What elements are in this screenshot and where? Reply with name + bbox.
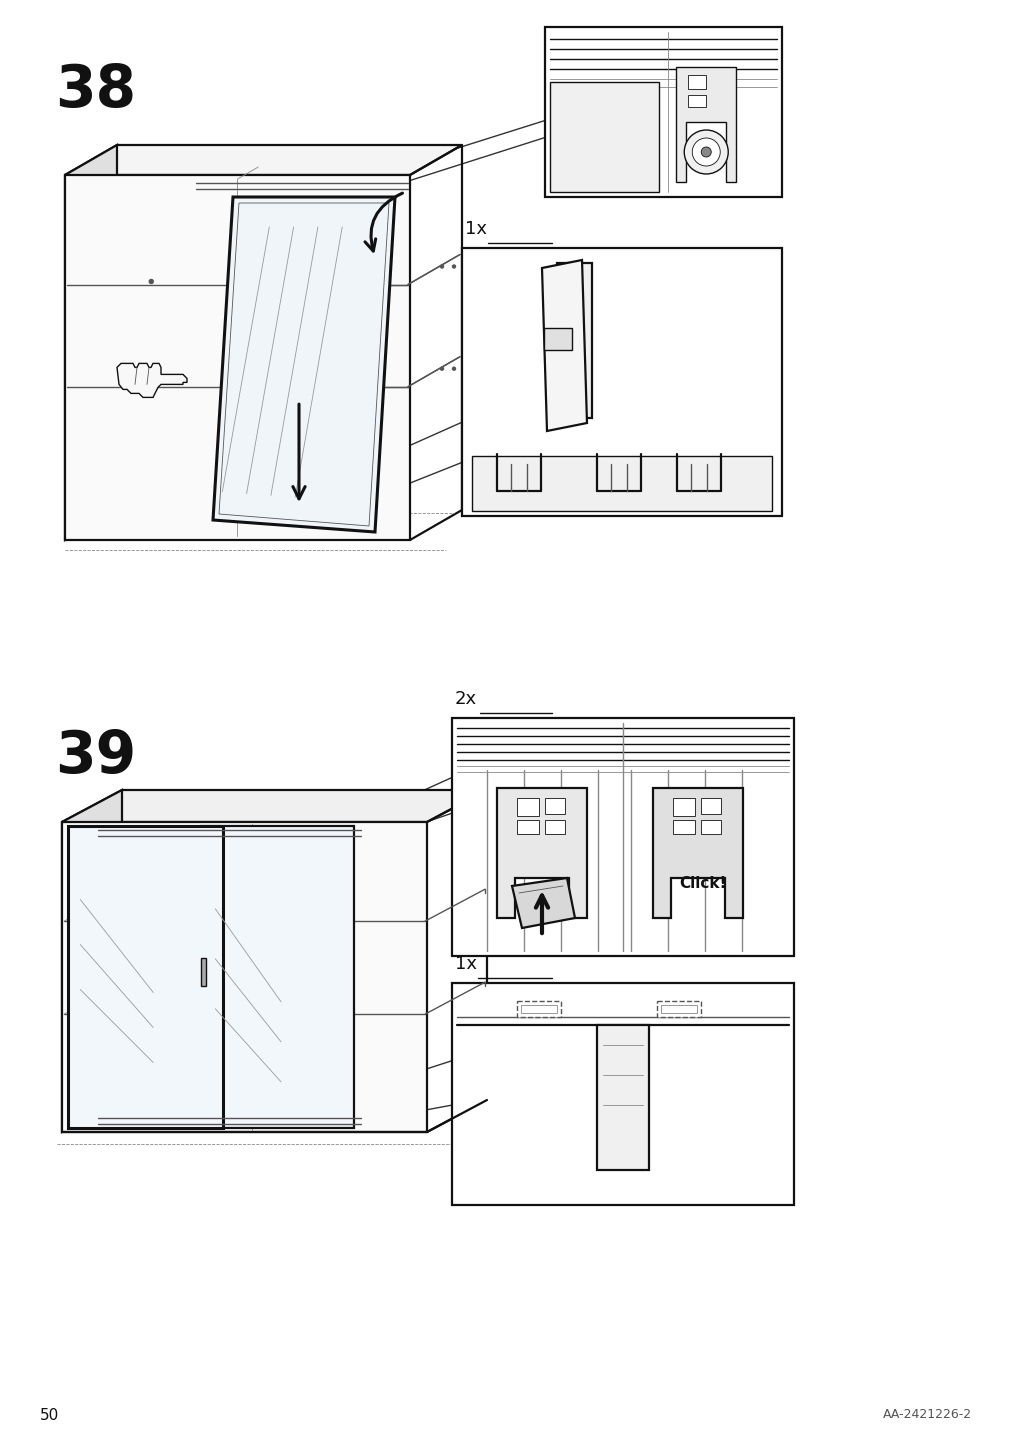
Circle shape <box>452 265 455 268</box>
Text: 2x: 2x <box>455 690 476 707</box>
Polygon shape <box>556 263 591 418</box>
Bar <box>701 798 720 813</box>
Text: 38: 38 <box>55 62 136 119</box>
Bar <box>517 1001 560 1017</box>
Polygon shape <box>62 790 486 822</box>
Bar <box>545 27 782 198</box>
Bar <box>545 798 564 813</box>
Polygon shape <box>675 67 736 182</box>
Bar <box>517 821 539 833</box>
Bar <box>544 328 571 349</box>
Text: 1x: 1x <box>464 221 486 238</box>
Bar <box>687 95 706 107</box>
Bar <box>660 1005 697 1012</box>
Circle shape <box>683 130 728 175</box>
Text: 39: 39 <box>55 727 136 785</box>
Bar <box>521 1005 556 1012</box>
Bar <box>200 958 205 987</box>
Circle shape <box>440 265 443 268</box>
Polygon shape <box>65 145 462 175</box>
Circle shape <box>452 367 455 371</box>
Polygon shape <box>65 145 117 540</box>
Circle shape <box>321 382 326 385</box>
Bar <box>672 821 695 833</box>
Polygon shape <box>68 826 222 1128</box>
Bar <box>517 798 539 816</box>
Circle shape <box>149 279 153 284</box>
Polygon shape <box>62 822 427 1133</box>
Polygon shape <box>496 788 586 918</box>
Text: 1x: 1x <box>455 955 476 972</box>
Bar <box>672 798 695 816</box>
Circle shape <box>701 147 711 158</box>
Bar <box>687 74 706 89</box>
Polygon shape <box>212 198 394 533</box>
Circle shape <box>440 367 443 371</box>
Polygon shape <box>471 455 771 511</box>
Bar <box>701 821 720 833</box>
Polygon shape <box>549 82 658 192</box>
Circle shape <box>692 137 720 166</box>
Polygon shape <box>200 826 354 1128</box>
Polygon shape <box>117 364 187 398</box>
Polygon shape <box>652 788 742 918</box>
Bar <box>452 717 794 957</box>
Polygon shape <box>65 175 409 540</box>
Text: Click!: Click! <box>678 875 726 891</box>
Polygon shape <box>596 1025 648 1170</box>
Circle shape <box>321 279 326 284</box>
Circle shape <box>149 382 153 385</box>
Polygon shape <box>62 790 122 1133</box>
Text: AA-2421226-2: AA-2421226-2 <box>882 1408 971 1421</box>
Polygon shape <box>512 878 574 928</box>
Polygon shape <box>542 261 586 431</box>
Bar <box>452 982 794 1204</box>
Bar <box>462 248 782 516</box>
Bar <box>656 1001 701 1017</box>
Bar <box>545 821 564 833</box>
Text: 50: 50 <box>40 1408 60 1423</box>
